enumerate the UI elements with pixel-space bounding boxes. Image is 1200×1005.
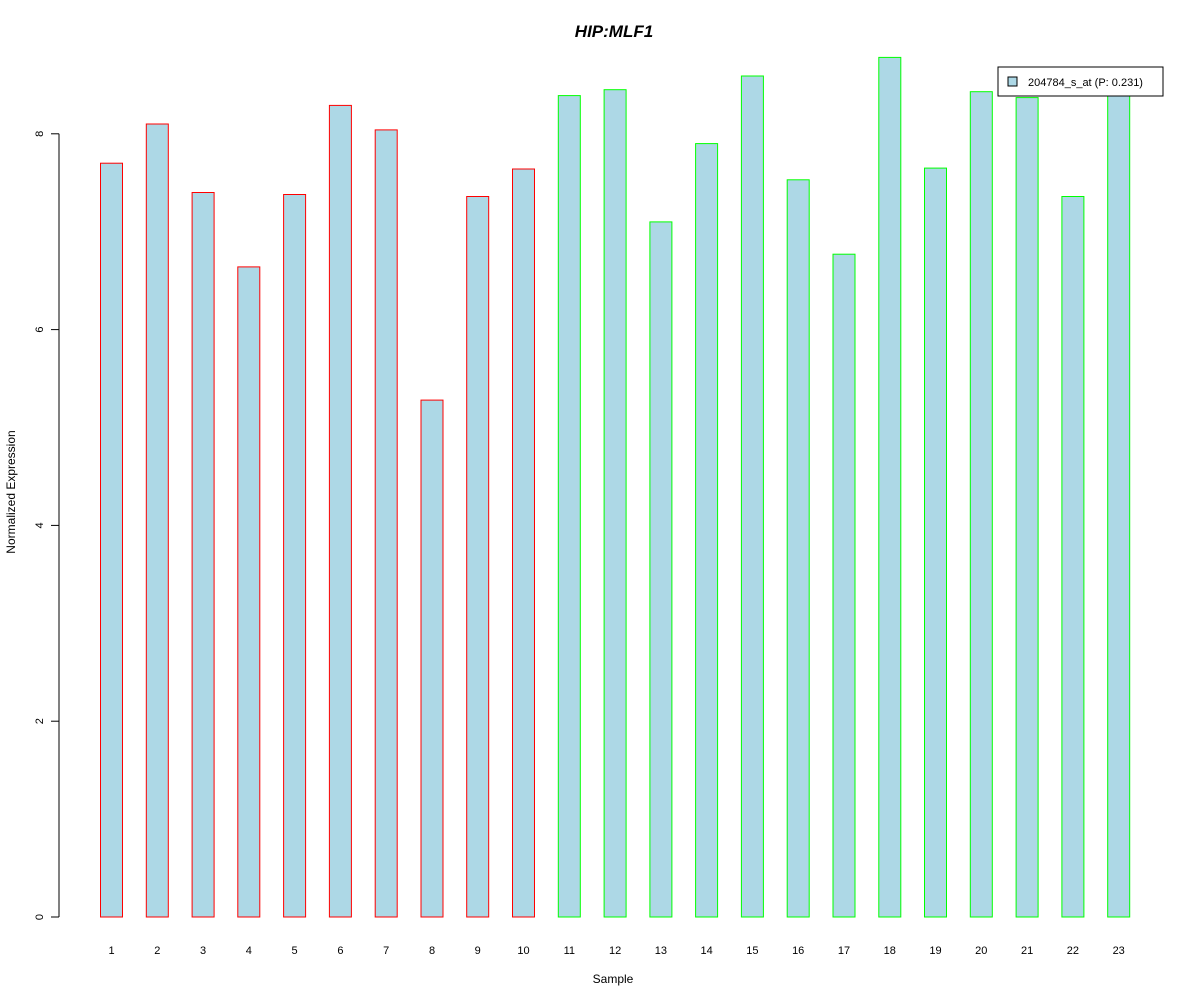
bar-sample-22 <box>1061 196 1085 918</box>
y-tick-label: 4 <box>34 522 46 528</box>
x-tick-label: 14 <box>700 945 712 957</box>
legend: 204784_s_at (P: 0.231) <box>997 66 1164 97</box>
bar-sample-13 <box>649 221 673 918</box>
legend-swatch <box>1007 76 1018 87</box>
x-tick-label: 16 <box>792 945 804 957</box>
bar-sample-10 <box>512 168 535 918</box>
y-tick-label: 8 <box>34 131 46 137</box>
bar-sample-12 <box>603 89 627 918</box>
y-axis-label: Normalized Expression <box>4 430 18 553</box>
bar-sample-20 <box>969 91 993 918</box>
bar-sample-3 <box>191 192 215 918</box>
x-tick-label: 10 <box>517 945 529 957</box>
bar-sample-11 <box>557 95 581 918</box>
bar-sample-18 <box>878 56 902 918</box>
x-tick-label: 18 <box>884 945 896 957</box>
x-tick-label: 23 <box>1113 945 1125 957</box>
x-tick-label: 9 <box>475 945 481 957</box>
x-tick-label: 6 <box>337 945 343 957</box>
y-tick-label: 6 <box>34 327 46 333</box>
bar-sample-15 <box>740 75 764 918</box>
x-axis-label: Sample <box>593 972 634 986</box>
x-tick-label: 12 <box>609 945 621 957</box>
x-tick-label: 8 <box>429 945 435 957</box>
legend-label: 204784_s_at (P: 0.231) <box>1028 77 1143 89</box>
bar-sample-2 <box>145 123 169 918</box>
x-tick-label: 4 <box>246 945 252 957</box>
bar-sample-9 <box>466 196 490 918</box>
x-tick-label: 13 <box>655 945 667 957</box>
legend-box <box>997 66 1164 97</box>
x-tick-label: 3 <box>200 945 206 957</box>
x-tick-label: 11 <box>564 945 575 957</box>
bar-sample-21 <box>1015 97 1039 918</box>
y-tick-label: 0 <box>34 914 46 920</box>
bar-sample-5 <box>283 194 307 918</box>
bar-sample-14 <box>695 143 719 918</box>
x-tick-label: 5 <box>292 945 298 957</box>
x-tick-label: 1 <box>108 945 114 957</box>
bar-sample-6 <box>328 104 352 918</box>
x-tick-label: 15 <box>746 945 758 957</box>
bar-sample-16 <box>786 179 810 918</box>
bar-sample-1 <box>100 162 123 918</box>
y-axis: 0 2 4 6 8 <box>34 131 60 920</box>
x-tick-label: 20 <box>975 945 987 957</box>
chart-title: HIP:MLF1 <box>575 22 653 41</box>
x-tick-label: 17 <box>838 945 850 957</box>
bar-sample-17 <box>832 253 856 918</box>
bar-sample-8 <box>420 399 444 918</box>
x-tick-label: 22 <box>1067 945 1079 957</box>
bars-group <box>100 56 1131 918</box>
bar-sample-19 <box>924 167 947 918</box>
x-tick-label: 2 <box>154 945 160 957</box>
x-tick-labels: 1 2 3 4 5 6 7 8 9 10 11 12 13 14 15 16 17 18 19 20 21 22 23 <box>108 945 1124 957</box>
x-tick-label: 21 <box>1021 945 1033 957</box>
bar-sample-23 <box>1107 92 1131 918</box>
x-tick-label: 19 <box>929 945 941 957</box>
x-tick-label: 7 <box>383 945 389 957</box>
y-tick-label: 2 <box>34 718 46 724</box>
bar-sample-4 <box>237 266 261 918</box>
bar-sample-7 <box>374 129 398 918</box>
